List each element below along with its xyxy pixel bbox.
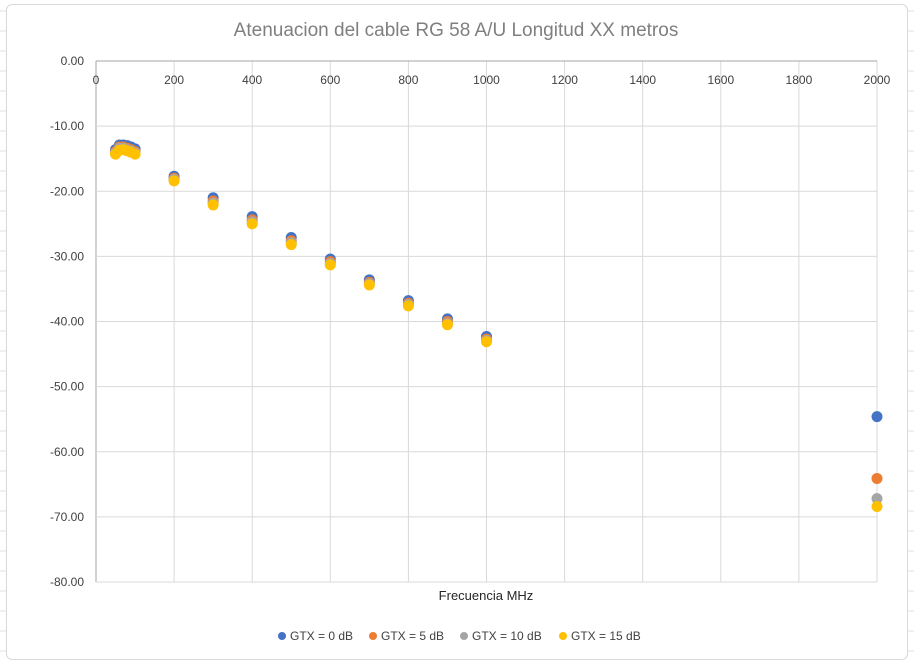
y-tick-label: -80.00 <box>50 575 84 589</box>
data-point <box>402 300 414 312</box>
legend-label: GTX = 0 dB <box>290 629 353 643</box>
y-tick-label: 0.00 <box>61 54 85 68</box>
x-tick-label: 600 <box>320 73 340 87</box>
x-tick-label: 0 <box>93 73 100 87</box>
data-point <box>871 472 883 484</box>
x-tick-label: 200 <box>164 73 184 87</box>
legend-marker <box>559 632 567 640</box>
y-tick-label: -30.00 <box>50 249 84 263</box>
data-point <box>246 218 258 230</box>
y-tick-label: -20.00 <box>50 184 84 198</box>
x-tick-labels: 0 200 400 600 800 1000 1200 1400 1600 1800 2000 <box>93 73 891 87</box>
x-tick-label: 1600 <box>707 73 734 87</box>
legend-label: GTX = 15 dB <box>571 629 641 643</box>
data-point <box>441 319 453 331</box>
data-point <box>285 239 297 251</box>
data-points <box>110 139 883 512</box>
x-tick-label: 2000 <box>864 73 891 87</box>
legend-marker <box>460 632 468 640</box>
x-tick-label: 400 <box>242 73 262 87</box>
y-tick-label: -70.00 <box>50 510 84 524</box>
y-tick-labels: 0.00 -10.00 -20.00 -30.00 -40.00 -50.00 -60.00… <box>50 54 84 589</box>
chart-title: Atenuacion del cable RG 58 A/U Longitud … <box>234 20 679 41</box>
data-point <box>207 199 219 211</box>
legend-label: GTX = 5 dB <box>381 629 444 643</box>
data-point <box>363 279 375 291</box>
y-tick-label: -10.00 <box>50 119 84 133</box>
data-point <box>324 259 336 271</box>
gridlines <box>95 60 878 583</box>
legend-marker <box>278 632 286 640</box>
data-point <box>481 336 492 348</box>
legend-marker <box>369 632 377 640</box>
legend: GTX = 0 dB GTX = 5 dB GTX = 10 dB GTX = 15 … <box>278 629 641 643</box>
x-tick-label: 1000 <box>473 73 500 87</box>
x-tick-label: 800 <box>398 73 418 87</box>
x-tick-label: 1400 <box>629 73 656 87</box>
data-point <box>129 148 141 160</box>
y-tick-label: -50.00 <box>50 380 84 394</box>
data-point <box>871 411 883 423</box>
data-point <box>871 493 883 505</box>
data-point <box>168 175 180 187</box>
y-tick-label: -60.00 <box>50 445 84 459</box>
y-tick-label: -40.00 <box>50 315 84 329</box>
chart-area[interactable] <box>6 4 908 660</box>
x-axis-title: Frecuencia MHz <box>439 588 534 603</box>
x-tick-label: 1800 <box>786 73 813 87</box>
x-tick-label: 1200 <box>551 73 578 87</box>
data-point <box>871 500 883 512</box>
legend-label: GTX = 10 dB <box>472 629 542 643</box>
